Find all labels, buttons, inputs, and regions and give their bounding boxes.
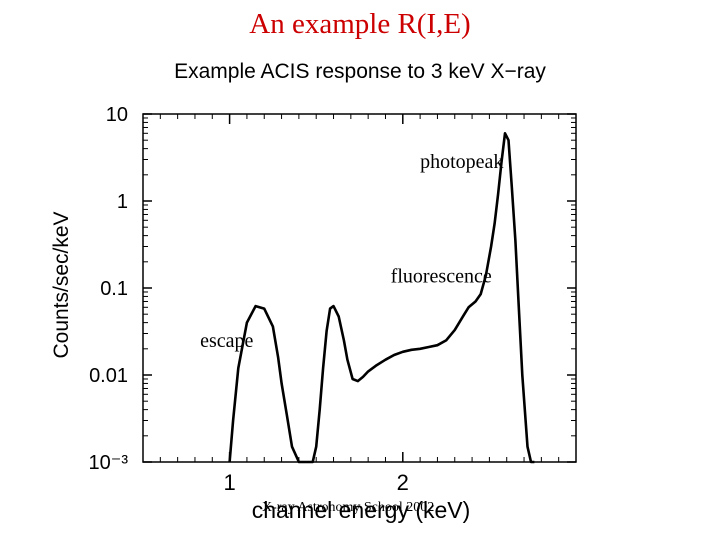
annotation-label: fluorescence	[391, 266, 492, 288]
y-tick-label: 0.1	[100, 278, 128, 300]
y-tick-label: 1	[117, 191, 128, 213]
y-tick-label: 10⁻³	[89, 452, 129, 474]
y-axis-label: Counts/sec/keV	[50, 211, 73, 358]
annotation-label: escape	[200, 330, 253, 352]
y-tick-label: 0.01	[89, 365, 128, 387]
x-axis-label: channel energy (keV)	[252, 497, 471, 523]
annotation-label: photopeak	[420, 151, 503, 173]
chart-title: Example ACIS response to 3 keV X−ray	[174, 60, 546, 83]
footer-text: X-ray Astronomy School 2002	[262, 500, 435, 515]
y-tick-label: 10	[106, 104, 128, 126]
response-curve	[228, 132, 535, 464]
slide-title: An example R(I,E)	[249, 8, 471, 40]
x-tick-label: 2	[397, 470, 409, 495]
x-tick-label: 1	[223, 470, 235, 495]
